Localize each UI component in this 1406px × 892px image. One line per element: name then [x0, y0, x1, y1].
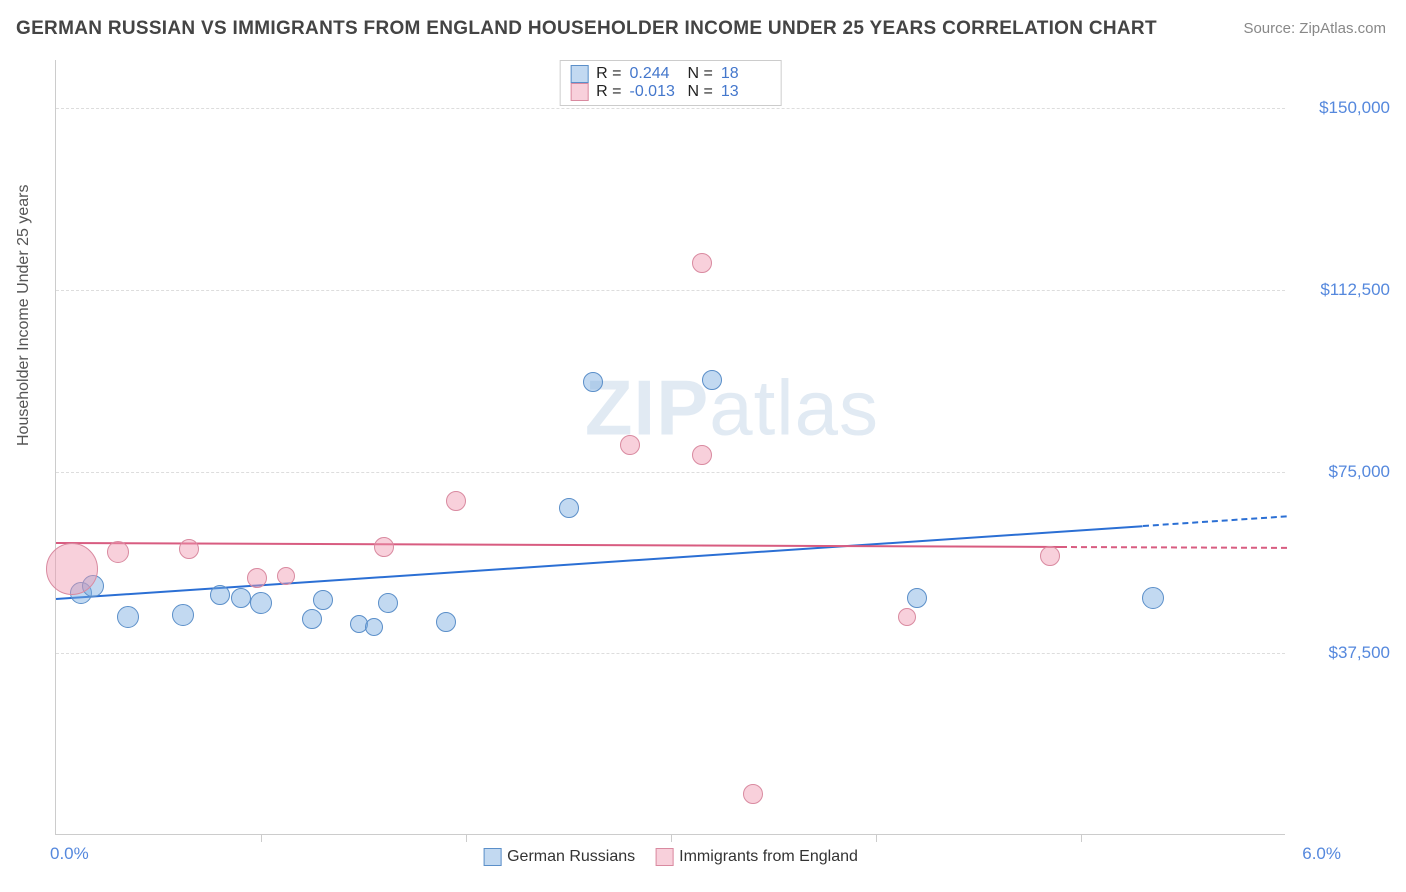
data-point — [46, 543, 98, 595]
data-point — [107, 541, 129, 563]
y-tick-label: $112,500 — [1300, 280, 1390, 300]
data-point — [378, 593, 398, 613]
data-point — [179, 539, 199, 559]
data-point — [117, 606, 139, 628]
data-point — [1142, 587, 1164, 609]
legend-item-series-2: Immigrants from England — [655, 848, 858, 866]
data-point — [436, 612, 456, 632]
swatch-series-2 — [570, 83, 588, 101]
data-point — [583, 372, 603, 392]
x-tick — [671, 834, 672, 842]
y-tick-label: $37,500 — [1300, 643, 1390, 663]
grid-line — [56, 108, 1285, 109]
data-point — [210, 585, 230, 605]
data-point — [231, 588, 251, 608]
data-point — [702, 370, 722, 390]
x-tick — [466, 834, 467, 842]
legend-swatch-series-2 — [655, 848, 673, 866]
legend-label-series-1: German Russians — [507, 848, 635, 866]
data-point — [313, 590, 333, 610]
data-point — [559, 498, 579, 518]
x-tick-label-max: 6.0% — [1302, 844, 1341, 864]
trend-line — [1060, 546, 1286, 549]
x-tick — [876, 834, 877, 842]
x-tick — [1081, 834, 1082, 842]
x-tick — [261, 834, 262, 842]
data-point — [277, 567, 295, 585]
plot-area: ZIPatlas R = 0.244 N = 18 R = -0.013 N =… — [55, 60, 1285, 835]
data-point — [743, 784, 763, 804]
data-point — [374, 537, 394, 557]
x-tick-label-min: 0.0% — [50, 844, 89, 864]
grid-line — [56, 472, 1285, 473]
data-point — [907, 588, 927, 608]
data-point — [620, 435, 640, 455]
data-point — [365, 618, 383, 636]
grid-line — [56, 653, 1285, 654]
y-tick-label: $150,000 — [1300, 98, 1390, 118]
data-point — [1040, 546, 1060, 566]
legend-item-series-1: German Russians — [483, 848, 635, 866]
data-point — [172, 604, 194, 626]
data-point — [446, 491, 466, 511]
data-point — [302, 609, 322, 629]
grid-line — [56, 290, 1285, 291]
stats-legend: R = 0.244 N = 18 R = -0.013 N = 13 — [559, 60, 782, 106]
trend-line — [56, 542, 1061, 548]
data-point — [692, 253, 712, 273]
chart-container: GERMAN RUSSIAN VS IMMIGRANTS FROM ENGLAN… — [0, 0, 1406, 892]
data-point — [247, 568, 267, 588]
data-point — [898, 608, 916, 626]
swatch-series-1 — [570, 65, 588, 83]
source-attribution: Source: ZipAtlas.com — [1243, 20, 1386, 37]
y-tick-label: $75,000 — [1300, 462, 1390, 482]
bottom-legend: German Russians Immigrants from England — [483, 848, 858, 866]
data-point — [692, 445, 712, 465]
legend-label-series-2: Immigrants from England — [679, 848, 858, 866]
trend-line — [1142, 515, 1286, 527]
data-point — [250, 592, 272, 614]
stats-row-series-2: R = -0.013 N = 13 — [570, 83, 771, 101]
stats-row-series-1: R = 0.244 N = 18 — [570, 65, 771, 83]
y-axis-label: Householder Income Under 25 years — [15, 185, 33, 446]
legend-swatch-series-1 — [483, 848, 501, 866]
chart-title: GERMAN RUSSIAN VS IMMIGRANTS FROM ENGLAN… — [16, 18, 1157, 40]
